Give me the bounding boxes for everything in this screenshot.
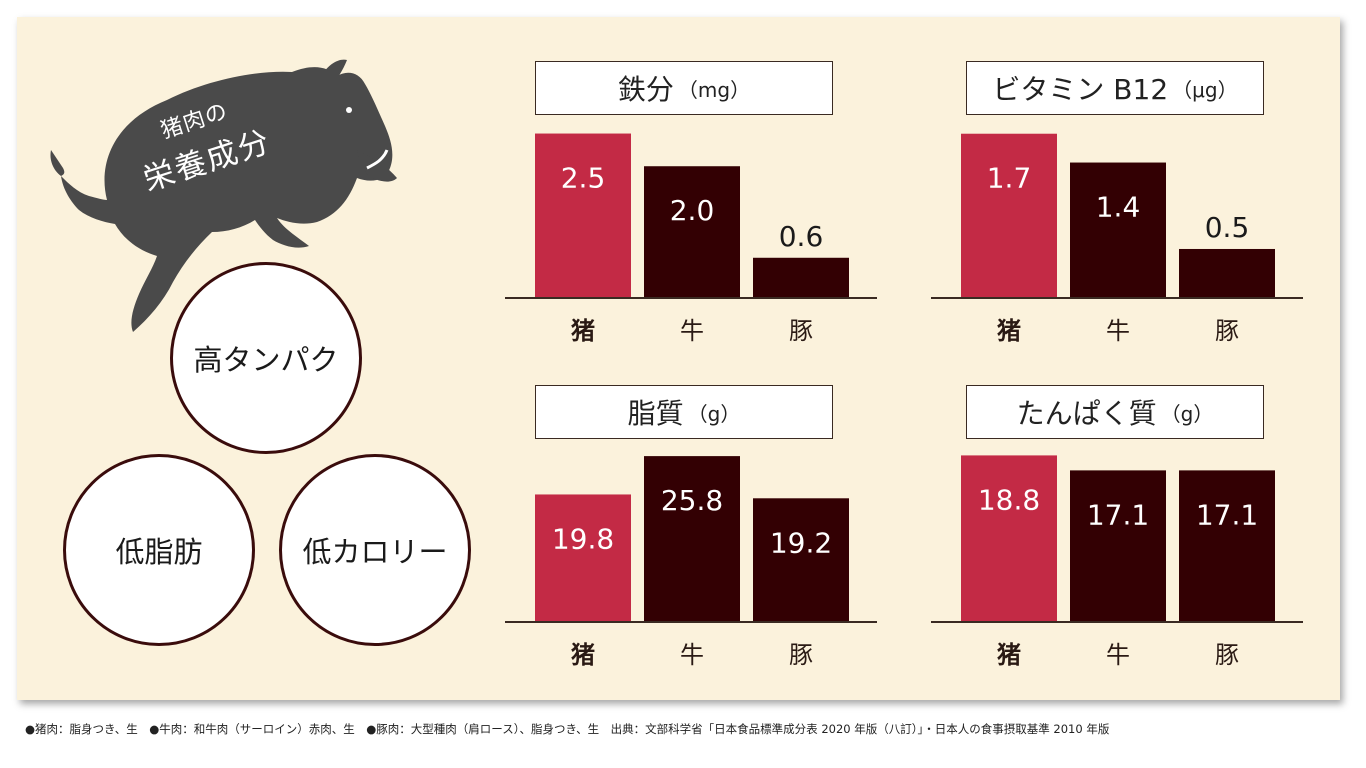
chart-title-fat: 脂質 （g） [535,385,833,439]
category-label: 豚 [789,317,813,345]
category-label: 牛 [1106,641,1130,669]
chart-title-iron: 鉄分 （mg） [535,61,833,115]
chart-vitamin-b12: 1.7 猪 1.4 牛 0.5 豚 [931,133,1303,345]
chart-protein: 18.8 猪 17.1 牛 17.1 豚 [931,455,1303,669]
feature-circle-low-calorie: 低カロリー [279,454,471,646]
infographic-panel: 猪肉の 栄養成分 高タンパク 低脂肪 低カロリー 鉄分 （mg） 2.5 猪 2.0… [17,17,1340,700]
category-label: 猪 [571,641,595,669]
category-label: 豚 [789,641,813,669]
chart-title-text: 鉄分 [617,73,674,106]
category-label: 猪 [571,317,595,345]
boar-silhouette-icon [50,59,397,332]
category-label: 牛 [680,317,704,345]
bar [961,455,1057,621]
data-label: 19.8 [552,522,614,555]
data-label: 17.1 [1087,498,1149,531]
chart-title-unit: （g） [1160,401,1214,426]
category-label: 豚 [1215,317,1239,345]
data-label: 19.2 [770,526,832,559]
data-label: 18.8 [978,483,1040,516]
chart-title-text: ビタミン B12 [992,73,1169,106]
bar [961,133,1057,297]
data-label: 0.6 [779,220,824,253]
bar [1179,248,1275,297]
chart-fat: 19.8 猪 25.8 牛 19.2 豚 [505,456,877,669]
chart-title-unit: （μg） [1172,77,1238,102]
bar [535,494,631,621]
feature-circle-low-fat: 低脂肪 [63,454,255,646]
footnote: ●猪肉：脂身つき、生 ●牛肉：和牛肉（サーロイン）赤肉、生 ●豚肉：大型種肉（肩… [25,722,1110,736]
data-label: 0.5 [1205,211,1250,244]
chart-iron: 2.5 猪 2.0 牛 0.6 豚 [505,133,877,345]
data-label: 1.4 [1096,191,1141,224]
data-label: 2.0 [670,194,715,227]
feature-label: 低脂肪 [115,535,203,569]
feature-label: 高タンパク [193,343,339,377]
bar [1070,162,1166,297]
bar [644,166,740,297]
data-label: 2.5 [561,162,606,195]
chart-title-text: 脂質 [627,397,684,430]
chart-title-vitamin-b12: ビタミン B12 （μg） [966,61,1264,115]
bar [535,133,631,297]
data-label: 25.8 [661,484,723,517]
bar [1070,470,1166,621]
feature-label: 低カロリー [302,535,448,569]
category-label: 牛 [680,641,704,669]
bar [753,498,849,621]
category-label: 豚 [1215,641,1239,669]
chart-title-unit: （mg） [677,77,751,102]
chart-title-unit: （g） [687,401,741,426]
category-label: 猪 [997,317,1021,345]
bar [1179,470,1275,621]
category-label: 牛 [1106,317,1130,345]
bar [644,456,740,621]
data-label: 1.7 [987,162,1032,195]
chart-title-text: たんぱく質 [1016,397,1157,430]
chart-title-protein: たんぱく質 （g） [966,385,1264,439]
category-label: 猪 [997,641,1021,669]
bar [753,257,849,297]
feature-circle-high-protein: 高タンパク [170,262,362,454]
data-label: 17.1 [1196,498,1258,531]
